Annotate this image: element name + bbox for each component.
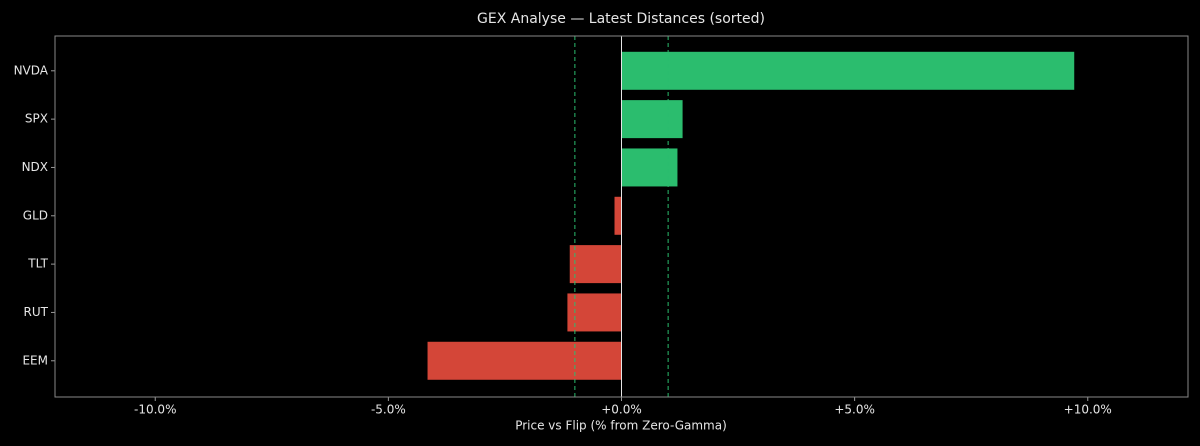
- plot-frame: [54, 35, 1189, 398]
- x-tick-label: -10.0%: [134, 403, 176, 417]
- x-tick-label: +0.0%: [601, 403, 642, 417]
- y-tick-label: TLT: [27, 257, 48, 271]
- y-tick-label: GLD: [23, 208, 48, 222]
- bar: [567, 293, 622, 332]
- y-tick-label: RUT: [24, 305, 49, 319]
- bar: [614, 196, 622, 235]
- y-tick-label: SPX: [25, 112, 48, 126]
- y-tick-label: EEM: [22, 353, 48, 367]
- x-axis-label: Price vs Flip (% from Zero-Gamma): [515, 419, 727, 433]
- bar: [569, 245, 622, 284]
- chart-title: GEX Analyse — Latest Distances (sorted): [477, 11, 765, 27]
- x-tick-label: +5.0%: [834, 403, 875, 417]
- x-tick-label: -5.0%: [371, 403, 406, 417]
- x-tick-label: +10.0%: [1064, 403, 1112, 417]
- y-tick-label: NVDA: [14, 63, 49, 77]
- bar: [621, 51, 1075, 90]
- bar: [427, 341, 622, 380]
- y-tick-label: NDX: [22, 160, 48, 174]
- bar: [621, 100, 683, 139]
- bar: [621, 148, 678, 187]
